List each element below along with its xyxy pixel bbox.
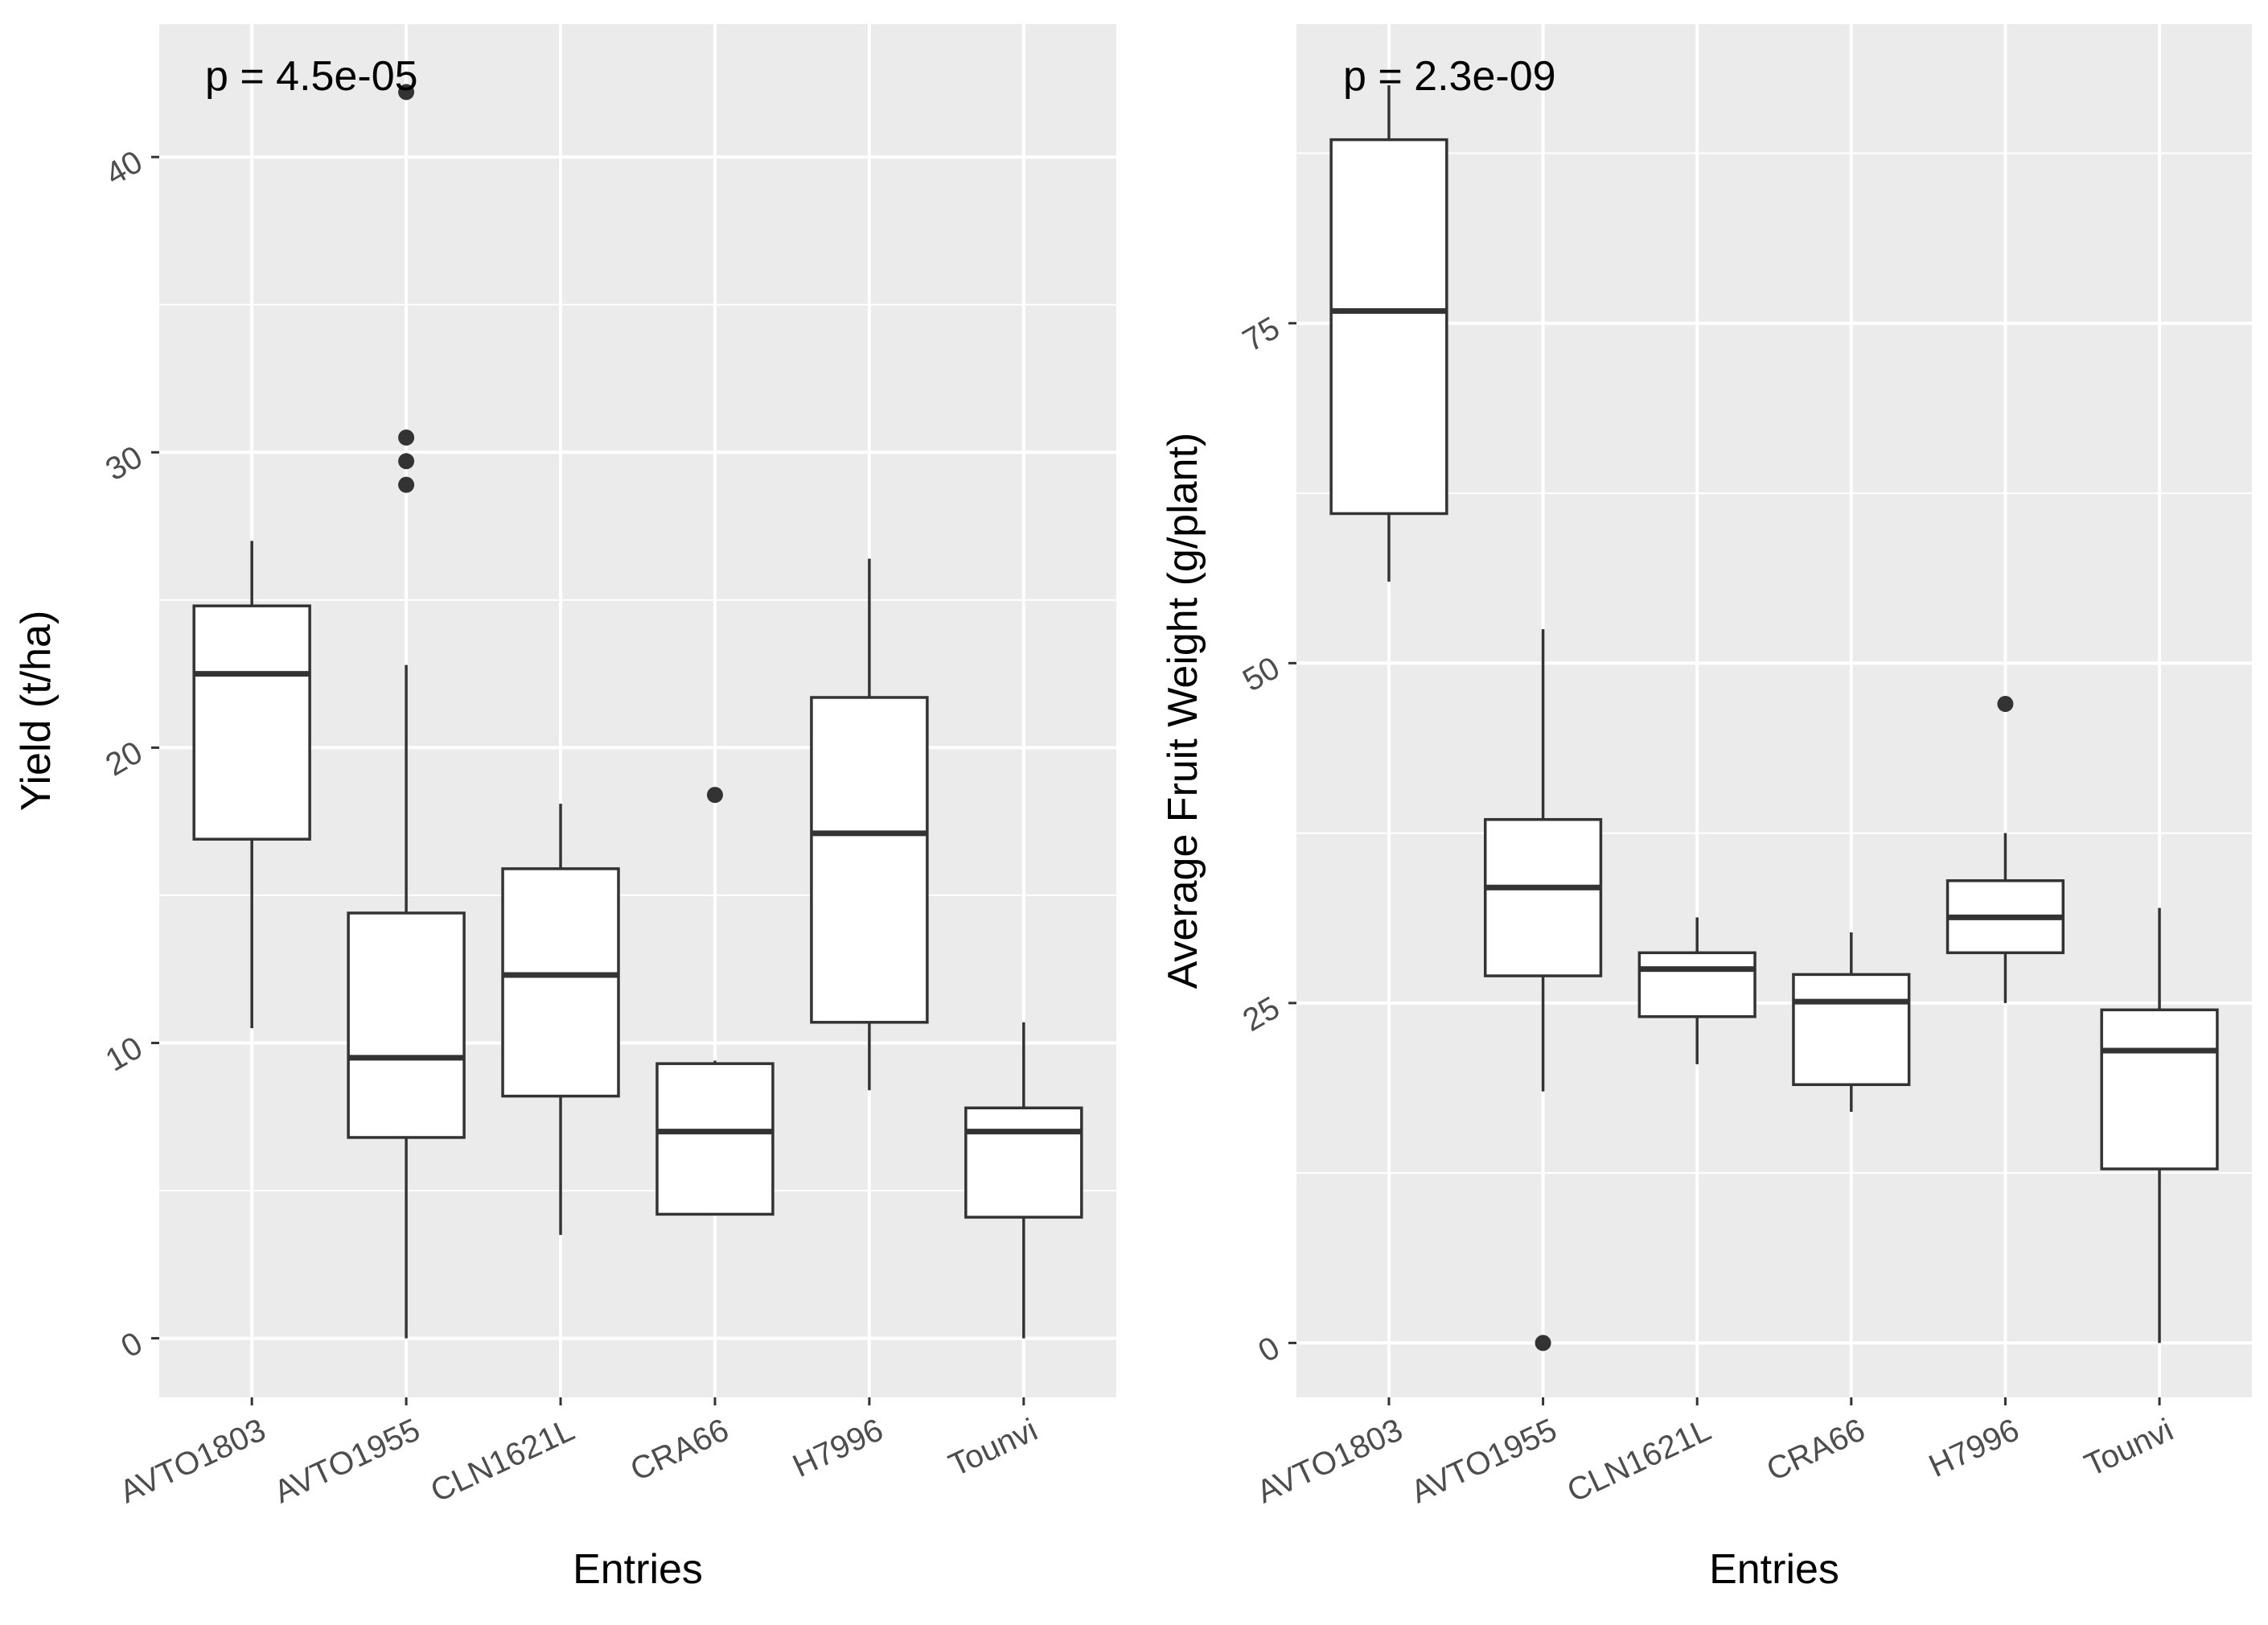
x-tick-label: AVTO1955	[269, 1412, 425, 1510]
box-CRA66	[1792, 932, 1911, 1113]
x-tick-label: H7996	[787, 1412, 888, 1484]
y-tick-label: 50	[1237, 650, 1286, 698]
x-tick-label: CLN1621L	[425, 1412, 580, 1509]
iqr-box	[1637, 951, 1756, 1018]
y-tick-label: 30	[100, 439, 149, 488]
outlier-point	[398, 84, 415, 101]
x-tick-label: H7996	[1924, 1412, 2024, 1484]
iqr-box	[810, 696, 929, 1024]
box-CLN1621L	[501, 804, 620, 1236]
y-tick-label: 0	[115, 1325, 148, 1364]
x-tick-label: CRA66	[1761, 1412, 1870, 1487]
box-Tounvi	[964, 1022, 1083, 1339]
outlier-point	[1997, 696, 2014, 713]
box-CRA66	[655, 787, 774, 1216]
y-tick-label: 75	[1237, 311, 1286, 359]
outlier-point	[398, 429, 415, 446]
iqr-box	[655, 1062, 774, 1216]
box-H7996	[810, 558, 929, 1091]
y-tick-label: 20	[100, 734, 149, 783]
box-H7996	[1945, 696, 2065, 1003]
x-tick-label: AVTO1803	[1251, 1412, 1408, 1510]
box-AVTO1803	[192, 541, 311, 1029]
box-CLN1621L	[1637, 917, 1756, 1064]
y-axis-title: Average Fruit Weight (g/plant)	[1160, 433, 1206, 989]
box-AVTO1803	[1329, 85, 1448, 582]
x-tick-label: CRA66	[625, 1412, 733, 1487]
x-tick-label: AVTO1803	[114, 1412, 271, 1510]
x-axis-title: Entries	[1709, 1546, 1839, 1593]
x-axis-title: Entries	[573, 1546, 703, 1593]
iqr-box	[501, 867, 620, 1098]
x-tick-label: CLN1621L	[1562, 1412, 1716, 1509]
box-AVTO1955	[1483, 629, 1603, 1351]
iqr-box	[1329, 138, 1448, 516]
plot-background	[1296, 24, 2252, 1397]
plot-background	[159, 24, 1116, 1397]
box-AVTO1955	[347, 84, 466, 1339]
p-value-annotation: p = 2.3e-09	[1343, 53, 1556, 100]
y-axis-title: Yield (t/ha)	[13, 611, 60, 812]
y-tick-label: 25	[1237, 990, 1286, 1039]
x-tick-label: Tounvi	[2079, 1412, 2178, 1483]
y-tick-label: 0	[1252, 1330, 1285, 1369]
iqr-box	[1483, 817, 1603, 977]
outlier-point	[398, 453, 415, 470]
iqr-box	[964, 1106, 1083, 1219]
iqr-box	[1792, 973, 1911, 1087]
p-value-annotation: p = 4.5e-05	[205, 53, 418, 100]
outlier-point	[706, 787, 723, 804]
x-tick-label: AVTO1955	[1406, 1412, 1563, 1510]
outlier-point	[398, 476, 415, 493]
iqr-box	[192, 604, 311, 841]
x-tick-label: Tounvi	[943, 1412, 1042, 1483]
y-tick-label: 10	[100, 1030, 149, 1078]
box-Tounvi	[2100, 907, 2219, 1343]
y-tick-label: 40	[100, 144, 149, 192]
iqr-box	[347, 911, 466, 1139]
outlier-point	[1535, 1335, 1551, 1351]
iqr-box	[2100, 1008, 2219, 1170]
